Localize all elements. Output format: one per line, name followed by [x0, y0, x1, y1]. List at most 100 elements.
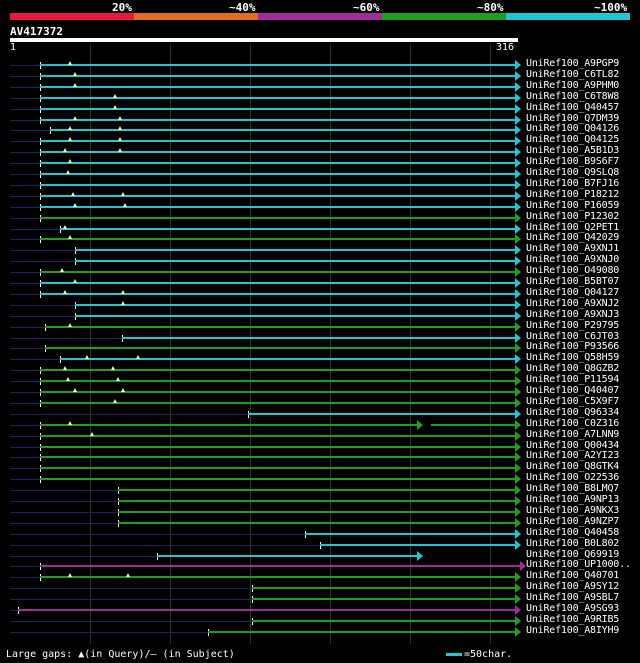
hit-label[interactable]: UniRef100_C6T8W8: [526, 90, 620, 102]
alignment-bar[interactable]: [75, 249, 516, 252]
alignment-bar[interactable]: [45, 325, 516, 328]
alignment-bar[interactable]: [118, 510, 516, 513]
alignment-bar[interactable]: [40, 183, 516, 186]
hit-row[interactable]: UniRef100_B5BT07: [0, 276, 640, 289]
alignment-bar[interactable]: [40, 391, 516, 393]
alignment-bar[interactable]: [118, 489, 516, 492]
hit-row[interactable]: UniRef100_C6JT03: [0, 330, 640, 344]
hit-label[interactable]: UniRef100_A9RIB5: [526, 613, 620, 625]
hit-row[interactable]: UniRef100_Q8GZB2: [0, 363, 640, 376]
alignment-bar[interactable]: [40, 456, 516, 459]
hit-row[interactable]: UniRef100_A9RIB5: [0, 613, 640, 627]
hit-row[interactable]: UniRef100_Q00434: [0, 439, 640, 453]
alignment-bar[interactable]: [252, 598, 516, 601]
hit-row[interactable]: UniRef100_O49080: [0, 265, 640, 278]
hit-label[interactable]: UniRef100_A9PGP9: [526, 58, 620, 69]
alignment-bar[interactable]: [75, 260, 516, 263]
alignment-bar[interactable]: [40, 423, 418, 426]
hit-label[interactable]: UniRef100_C6JT03: [526, 330, 620, 342]
alignment-bar[interactable]: [248, 412, 516, 415]
hit-label[interactable]: UniRef100_A2YI23: [526, 450, 620, 462]
hit-row[interactable]: UniRef100_A2YI23: [0, 450, 640, 463]
hit-row[interactable]: UniRef100_Q04126: [0, 123, 640, 136]
hit-label[interactable]: UniRef100_C5X9F7: [526, 395, 620, 407]
hit-label[interactable]: UniRef100_Q2PET1: [526, 221, 620, 233]
alignment-bar[interactable]: [40, 64, 516, 66]
hit-row[interactable]: UniRef100_Q04127: [0, 286, 640, 300]
hit-label[interactable]: UniRef100_Q8GTK4: [526, 461, 620, 473]
hit-label[interactable]: UniRef100_UP1000..: [526, 559, 631, 571]
hit-row[interactable]: UniRef100_A9SBL7: [0, 592, 640, 605]
alignment-bar[interactable]: [40, 107, 516, 110]
alignment-bar[interactable]: [320, 543, 516, 546]
hit-row[interactable]: UniRef100_A9XNJ3: [0, 308, 640, 322]
hit-label[interactable]: UniRef100_B5BT07: [526, 276, 620, 287]
hit-label[interactable]: UniRef100_Q7DM39: [526, 112, 620, 124]
hit-row[interactable]: UniRef100_B7FJ16: [0, 177, 640, 191]
hit-label[interactable]: UniRef100_P18212: [526, 188, 620, 200]
hit-row[interactable]: UniRef100_Q40457: [0, 101, 640, 115]
alignment-bar[interactable]: [45, 347, 516, 350]
hit-row[interactable]: UniRef100_Q40458: [0, 526, 640, 540]
hit-label[interactable]: UniRef100_Q40407: [526, 385, 620, 396]
alignment-bar[interactable]: [40, 96, 516, 99]
hit-label[interactable]: UniRef100_Q40458: [526, 526, 620, 538]
hit-label[interactable]: UniRef100_Q40701: [526, 570, 620, 582]
hit-row[interactable]: UniRef100_B9S6F7: [0, 156, 640, 169]
hit-label[interactable]: UniRef100_A9SG93: [526, 603, 620, 614]
alignment-bar[interactable]: [431, 423, 516, 426]
hit-label[interactable]: UniRef100_Q9SLQ8: [526, 167, 620, 178]
hit-row[interactable]: UniRef100_B0L802: [0, 537, 640, 551]
alignment-bar[interactable]: [40, 565, 521, 568]
hit-row[interactable]: UniRef100_A7LNN9: [0, 429, 640, 442]
hit-label[interactable]: UniRef100_A5B1D3: [526, 145, 620, 157]
alignment-bar[interactable]: [75, 303, 516, 306]
alignment-bar[interactable]: [40, 205, 516, 208]
hit-label[interactable]: UniRef100_P29795: [526, 319, 620, 331]
alignment-bar[interactable]: [40, 151, 516, 154]
hit-row[interactable]: UniRef100_Q40701: [0, 570, 640, 583]
hit-row[interactable]: UniRef100_A9PGP9: [0, 58, 640, 71]
hit-row[interactable]: UniRef100_A9NKX3: [0, 505, 640, 518]
hit-label[interactable]: UniRef100_O49080: [526, 265, 620, 277]
hit-label[interactable]: UniRef100_A9SBL7: [526, 592, 620, 604]
hit-label[interactable]: UniRef100_Q40457: [526, 101, 620, 113]
hit-row[interactable]: UniRef100_P29795: [0, 319, 640, 333]
alignment-bar[interactable]: [252, 587, 516, 590]
hit-label[interactable]: UniRef100_A9XNJ1: [526, 243, 620, 255]
hit-label[interactable]: UniRef100_A9SY12: [526, 581, 620, 593]
hit-label[interactable]: UniRef100_B0L802: [526, 537, 620, 549]
hit-row[interactable]: UniRef100_O22536: [0, 472, 640, 485]
alignment-bar[interactable]: [40, 118, 516, 121]
alignment-bar[interactable]: [40, 282, 516, 284]
alignment-bar[interactable]: [40, 216, 516, 219]
alignment-bar[interactable]: [40, 85, 516, 88]
query-title[interactable]: AV417372: [10, 25, 63, 38]
alignment-bar[interactable]: [252, 619, 516, 622]
alignment-bar[interactable]: [75, 314, 516, 317]
hit-row[interactable]: UniRef100_P16059: [0, 200, 640, 213]
hit-label[interactable]: UniRef100_Q69919: [526, 548, 620, 560]
hit-label[interactable]: UniRef100_Q8GZB2: [526, 363, 620, 375]
hit-label[interactable]: UniRef100_P12302: [526, 210, 620, 222]
hit-row[interactable]: UniRef100_Q9SLQ8: [0, 167, 640, 180]
hit-row[interactable]: UniRef100_Q04125: [0, 134, 640, 147]
hit-row[interactable]: UniRef100_C6T8W8: [0, 90, 640, 104]
hit-row[interactable]: UniRef100_Q7DM39: [0, 112, 640, 126]
hit-label[interactable]: UniRef100_A9PHM0: [526, 79, 620, 91]
alignment-bar[interactable]: [40, 467, 516, 470]
hit-label[interactable]: UniRef100_B7FJ16: [526, 177, 620, 189]
alignment-bar[interactable]: [40, 238, 516, 241]
hit-row[interactable]: UniRef100_A5B1D3: [0, 145, 640, 158]
alignment-bar[interactable]: [40, 271, 516, 274]
hit-label[interactable]: UniRef100_Q04127: [526, 286, 620, 298]
alignment-bar[interactable]: [40, 140, 516, 143]
hit-row[interactable]: UniRef100_A9SG93: [0, 603, 640, 616]
alignment-bar[interactable]: [40, 380, 516, 383]
hit-row[interactable]: UniRef100_A9PHM0: [0, 79, 640, 93]
hit-row[interactable]: UniRef100_Q42029: [0, 232, 640, 245]
alignment-bar[interactable]: [40, 162, 516, 165]
hit-label[interactable]: UniRef100_A9XNJ3: [526, 308, 620, 320]
hit-label[interactable]: UniRef100_Q00434: [526, 439, 620, 451]
hit-row[interactable]: UniRef100_A9XNJ2: [0, 298, 640, 311]
